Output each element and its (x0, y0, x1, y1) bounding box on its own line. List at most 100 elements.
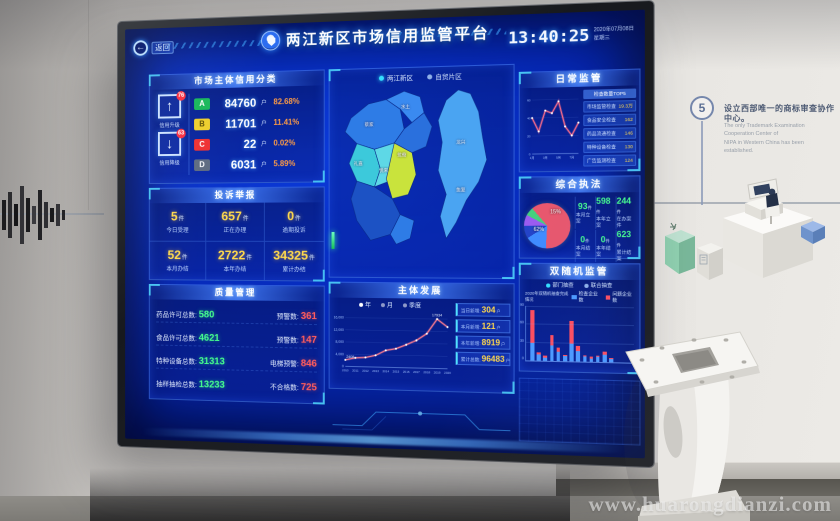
random-legend-item[interactable]: 检查企业数 (571, 291, 600, 304)
complaint-label: 本年办结 (223, 267, 247, 274)
credit-row: A 84760 户 82.68% (194, 90, 320, 114)
upgrade-label: 信用升级 (159, 122, 180, 130)
complaint-cell: 2722件本年办结 (206, 241, 265, 281)
random-tab-label: 部门抽查 (552, 282, 574, 289)
enforcement-stat: 0件 本年结案 (595, 229, 615, 263)
svg-text:7月: 7月 (569, 155, 574, 159)
credit-percent: 0.02% (273, 138, 296, 148)
map-region[interactable] (438, 89, 487, 238)
radio-dot-icon (427, 73, 433, 80)
stat-value: 121 (481, 321, 496, 332)
random-tab[interactable]: 部门抽查 (546, 281, 574, 289)
bar-ytick-label: 0 (521, 356, 525, 361)
svg-text:2408: 2408 (346, 355, 354, 359)
credit-row: D 6031 户 5.89% (194, 153, 320, 175)
svg-text:16,000: 16,000 (334, 316, 344, 320)
svg-text:2010: 2010 (342, 368, 349, 372)
complaint-value: 52件 (167, 247, 188, 263)
enforcement-stat: 598件 本年立案 (595, 196, 615, 229)
svg-text:2017: 2017 (413, 370, 420, 374)
random-legend-label: 问题企业数 (612, 291, 632, 303)
map-region[interactable] (394, 112, 432, 153)
enforcement-value: 0件 (580, 234, 590, 244)
bar-checked-segment (543, 357, 548, 361)
district-map-panel: 两江新区 自贸片区 蔡家 水土 礼嘉 悦来 鸳鸯 龙兴 鱼复 (328, 63, 515, 280)
legend-item[interactable]: 月 (380, 300, 393, 309)
credit-panel-body: ↑ 76 信用升级 ↓ 63 信用降级 A 84760 户 82.68% B 11701 户… (150, 85, 324, 178)
grade-badge: C (194, 138, 210, 151)
development-chart-wrap: 16,000 12,000 8,000 4,000 0 2010 2011 2012 2013 2… (330, 298, 456, 392)
blue-cube (801, 221, 825, 232)
svg-text:0: 0 (342, 364, 344, 368)
legend-swatch-icon (605, 295, 611, 300)
upgrade-badge: 76 (176, 90, 186, 101)
enforcement-label: 本月立案 (575, 211, 591, 224)
enforcement-panel-title: 综合执法 (519, 176, 640, 193)
svg-text:40: 40 (527, 116, 531, 120)
quality-value-warn: 361 (300, 310, 317, 323)
district-map[interactable] (330, 79, 514, 276)
map-region[interactable] (386, 91, 424, 124)
random-legend-label: 检查企业数 (578, 291, 598, 303)
svg-text:60: 60 (527, 98, 531, 102)
daily-list-item: 食品安全检查 162 (583, 113, 637, 127)
platform-emblem-icon (261, 29, 281, 51)
development-legend: 年 月 季度 (330, 299, 452, 310)
stacked-bar (536, 352, 541, 361)
complaints-panel: 投诉举报 5件 今日受理 657件 正在办理 0件 逾期投诉 52件 本月办结 2722件 本年办… (148, 186, 325, 282)
daily-item-name: 食品安全检查 (586, 116, 616, 123)
legend-item[interactable]: 年 (359, 300, 371, 309)
quality-value-warn: 725 (300, 382, 317, 394)
wall-shadow-left (0, 0, 120, 521)
complaint-label: 逾期投诉 (282, 228, 306, 235)
daily-list-item: 药品流通检查 146 (583, 127, 637, 140)
legend-dot-icon (359, 302, 364, 307)
random-legend: 检查企业数 问题企业数 (571, 291, 634, 304)
stacked-bar (589, 356, 594, 362)
svg-text:8,000: 8,000 (336, 340, 344, 344)
bar-checked-segment (589, 358, 594, 362)
wall-step-subtitle-line1: The only Trademark Examination Cooperati… (724, 123, 805, 138)
credit-upgrade-icon: ↑ 76 (158, 90, 186, 119)
svg-text:0: 0 (529, 152, 531, 156)
complaint-unit: 件 (309, 255, 315, 262)
downgrade-badge: 63 (176, 128, 186, 139)
daily-item-value: 130 (624, 143, 633, 149)
map-region[interactable] (345, 99, 404, 150)
quality-value-warn: 846 (300, 358, 317, 370)
map-region-highlighted[interactable] (386, 143, 416, 199)
stat-unit: 户 (496, 308, 501, 314)
radio-dot-icon (546, 282, 551, 288)
credit-percent: 82.68% (273, 96, 300, 107)
complaint-unit: 件 (242, 216, 249, 223)
map-region[interactable] (351, 181, 400, 241)
svg-text:2020: 2020 (444, 371, 451, 375)
enforcement-value: 244件 (616, 196, 632, 215)
wall-seam (88, 0, 89, 210)
random-legend-item[interactable]: 问题企业数 (605, 291, 634, 304)
quality-warn-label: 预警数: (276, 313, 299, 321)
bar-ytick-label: 30 (519, 338, 525, 343)
enforcement-stat: 0件 本月结案 (574, 229, 594, 263)
daily-item-name: 特种设备检查 (586, 143, 616, 150)
complaint-unit: 件 (295, 216, 301, 223)
enforcement-value: 623件 (616, 229, 632, 248)
map-tab-label: 两江新区 (386, 74, 414, 83)
bar-checked-segment (582, 356, 587, 362)
complaint-label: 本月办结 (166, 266, 189, 273)
credit-rows: A 84760 户 82.68% B 11701 户 11.41% C 22 户 0.02% D 6031… (194, 90, 320, 175)
random-tab-label: 联合抽查 (590, 282, 613, 290)
random-tab[interactable]: 联合抽查 (584, 282, 613, 290)
enforcement-unit: 件 (616, 242, 621, 248)
legend-label: 季度 (408, 303, 422, 310)
quality-label: 食品许可总数: (156, 334, 197, 343)
svg-text:17934: 17934 (432, 313, 442, 317)
pie-slice-label: 15% (550, 209, 561, 216)
legend-item[interactable]: 季度 (402, 300, 422, 310)
legend-label: 年 (365, 302, 371, 309)
development-stat: 本月新增: 121 户 (455, 319, 511, 334)
complaint-value: 2722件 (217, 247, 252, 263)
map-region[interactable] (349, 143, 380, 187)
map-region[interactable] (390, 214, 414, 244)
